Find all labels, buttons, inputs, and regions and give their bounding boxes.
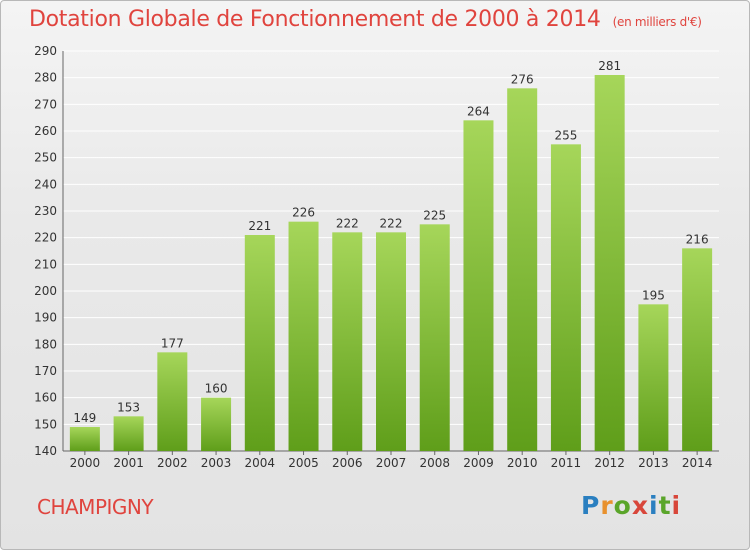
logo-letter: i	[671, 491, 682, 520]
bar	[157, 352, 188, 451]
y-tick-label: 160	[34, 391, 57, 405]
data-label: 195	[642, 288, 665, 302]
x-tick-label: 2011	[551, 456, 582, 470]
x-tick-label: 2006	[332, 456, 363, 470]
data-label: 226	[292, 206, 315, 220]
logo-letter: x	[631, 491, 649, 520]
bar	[463, 120, 494, 451]
proxiti-logo: Proxiti	[581, 491, 681, 520]
data-label: 216	[686, 232, 709, 246]
data-label: 153	[117, 400, 140, 414]
data-label: 276	[511, 72, 534, 86]
bar	[332, 232, 363, 451]
y-tick-label: 280	[34, 71, 57, 85]
y-tick-label: 210	[34, 257, 57, 271]
x-tick-label: 2008	[419, 456, 450, 470]
data-label: 225	[423, 208, 446, 222]
bar	[376, 232, 406, 451]
logo-letter: t	[658, 491, 672, 520]
bar	[550, 144, 581, 452]
x-tick-label: 2012	[594, 456, 625, 470]
chart-title: Dotation Globale de Fonctionnement de 20…	[29, 7, 702, 32]
data-label: 264	[467, 104, 490, 118]
y-tick-label: 250	[34, 151, 57, 165]
x-tick-label: 2010	[507, 456, 538, 470]
bar	[507, 88, 538, 451]
x-tick-label: 2014	[682, 456, 713, 470]
x-tick-label: 2005	[288, 456, 319, 470]
data-label: 149	[73, 411, 96, 425]
y-tick-label: 180	[34, 337, 57, 351]
logo-letter: i	[649, 491, 659, 520]
y-tick-label: 240	[34, 177, 57, 191]
x-tick-label: 2001	[113, 456, 144, 470]
y-tick-label: 200	[34, 284, 57, 298]
chart-title-text: Dotation Globale de Fonctionnement de 20…	[29, 7, 601, 32]
y-tick-label: 190	[34, 311, 57, 325]
y-tick-label: 230	[34, 204, 57, 218]
x-tick-label: 2003	[201, 456, 232, 470]
data-label: 281	[598, 59, 621, 73]
logo-letter: r	[600, 491, 614, 520]
bar	[113, 416, 144, 451]
x-tick-label: 2002	[157, 456, 188, 470]
data-label: 255	[554, 128, 577, 142]
x-tick-label: 2009	[463, 456, 494, 470]
commune-name: CHAMPIGNY	[37, 495, 154, 519]
unit-note: (en milliers d'€)	[612, 15, 702, 29]
y-tick-label: 170	[34, 364, 57, 378]
y-tick-label: 290	[34, 44, 57, 58]
bar	[419, 224, 450, 451]
bar	[594, 75, 625, 451]
data-label: 177	[161, 336, 184, 350]
y-tick-label: 150	[34, 417, 57, 431]
bar	[638, 304, 669, 451]
x-tick-label: 2007	[376, 456, 407, 470]
y-tick-label: 140	[34, 444, 57, 458]
data-label: 160	[205, 382, 228, 396]
data-label: 221	[248, 219, 271, 233]
bar	[288, 221, 319, 451]
bar	[682, 248, 713, 451]
data-label: 222	[336, 216, 359, 230]
logo-letter: o	[613, 491, 632, 520]
x-tick-label: 2004	[245, 456, 276, 470]
x-tick-label: 2000	[70, 456, 101, 470]
data-label: 222	[380, 216, 403, 230]
bar	[244, 235, 275, 451]
logo-letter: P	[581, 491, 601, 520]
y-tick-label: 220	[34, 231, 57, 245]
x-tick-label: 2013	[638, 456, 669, 470]
bar	[69, 427, 100, 451]
bar	[201, 397, 232, 451]
y-tick-label: 270	[34, 97, 57, 111]
y-tick-label: 260	[34, 124, 57, 138]
